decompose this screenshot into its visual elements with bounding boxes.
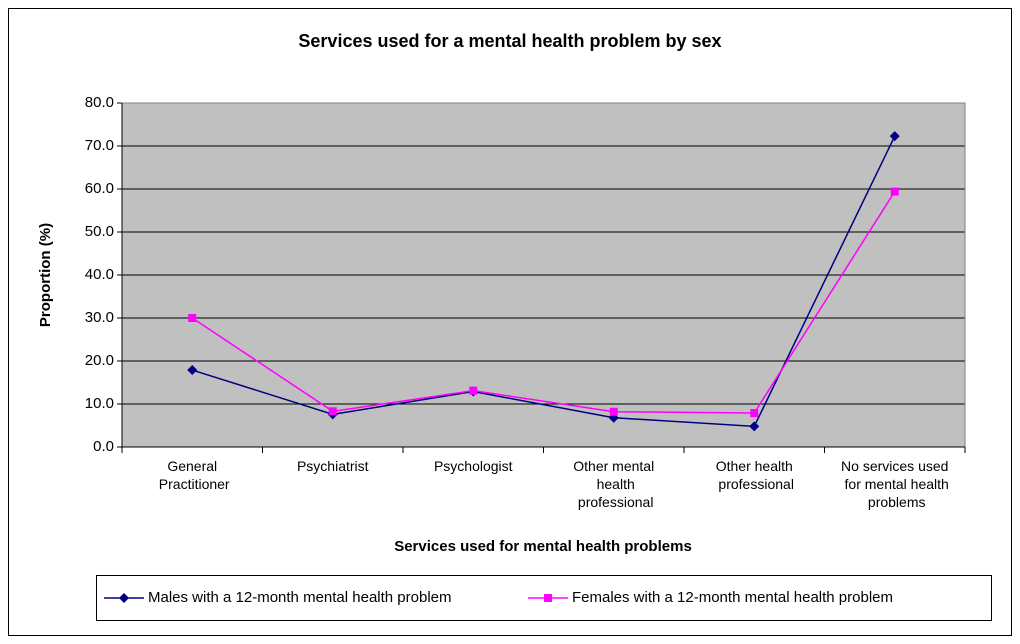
data-point [889,131,900,142]
x-tick-label: No services used for mental health probl… [841,458,949,510]
legend-box [96,575,992,621]
data-point [188,314,197,322]
y-tick-label: 60.0 [85,180,114,197]
x-tick-label: General Practitioner [155,458,230,492]
y-tick-label: 0.0 [93,438,114,455]
data-point [890,187,899,196]
legend-label: Females with a 12-month mental health pr… [572,589,893,606]
x-tick-label: Psychologist [434,458,513,474]
data-point [328,407,337,416]
x-axis-title: Services used for mental health problems [394,538,692,555]
legend-marker [119,593,129,603]
y-axis-title: Proportion (%) [37,223,54,327]
y-tick-label: 30.0 [85,309,114,326]
x-tick-label: Psychiatrist [297,458,369,474]
y-tick-label: 70.0 [85,137,114,154]
series-line [191,191,896,414]
y-tick-label: 80.0 [85,94,114,111]
data-point [609,407,618,416]
x-tick-label: Other health professional [715,458,794,492]
y-tick-label: 20.0 [85,352,114,369]
y-tick-label: 10.0 [85,395,114,412]
legend-label: Males with a 12-month mental health prob… [148,589,452,606]
chart-title: Services used for a mental health proble… [298,31,721,51]
data-point [750,409,759,418]
legend-marker [544,594,552,602]
series-line [192,135,896,428]
y-tick-label: 50.0 [85,223,114,240]
x-tick-label: Other mental health professional [573,458,654,510]
data-point [749,421,760,432]
data-point [469,386,478,395]
y-tick-label: 40.0 [85,266,114,283]
data-point [187,365,198,376]
